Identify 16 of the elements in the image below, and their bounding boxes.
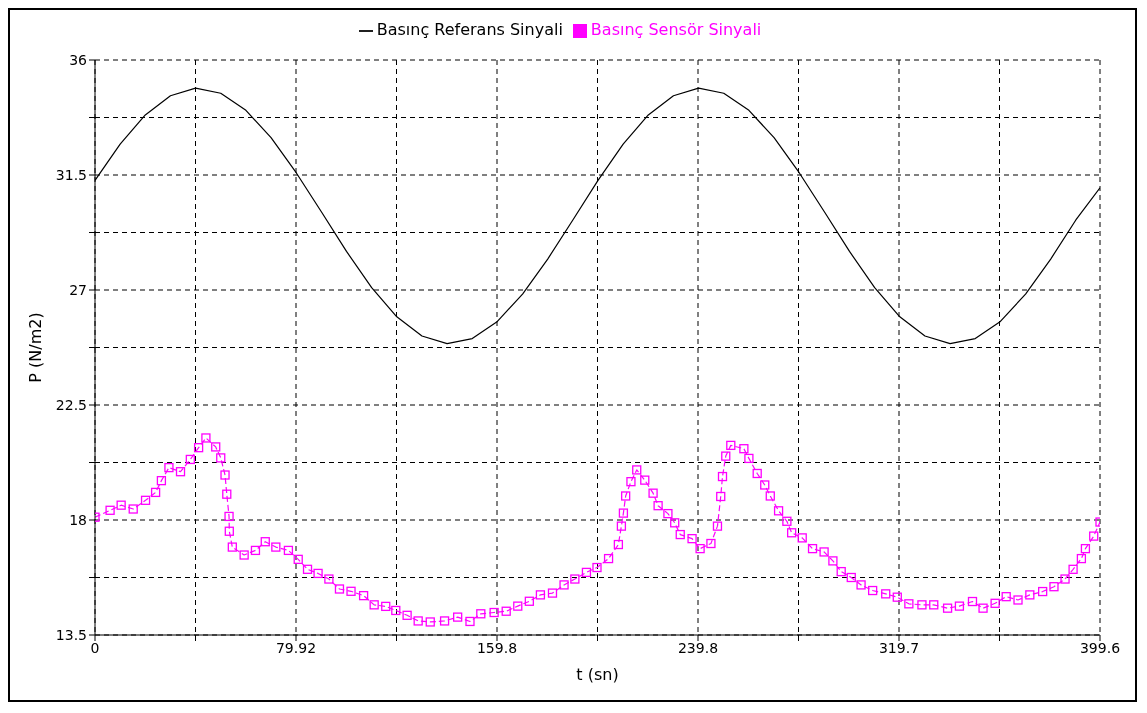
y-tick-label: 31.5 — [55, 166, 87, 183]
x-tick-label: 79.92 — [275, 639, 317, 656]
y-tick-label: 22.5 — [55, 396, 87, 413]
x-tick-label: 399.6 — [1079, 639, 1121, 656]
legend-label: Basınç Sensör Sinyali — [590, 20, 762, 39]
y-tick-label: 18 — [69, 511, 87, 528]
x-tick-label: 0 — [90, 639, 100, 656]
legend-label: Basınç Referans Sinyali — [376, 20, 563, 39]
y-tick-label: 27 — [69, 281, 87, 298]
x-tick-label: 319.7 — [878, 639, 920, 656]
x-tick-label: 239.8 — [677, 639, 719, 656]
x-axis-title: t (sn) — [576, 665, 619, 684]
x-tick-label: 159.8 — [476, 639, 518, 656]
y-tick-label: 13.5 — [55, 626, 87, 643]
y-tick-label: 36 — [69, 51, 88, 68]
y-axis-title: P (N/m2) — [25, 312, 45, 383]
